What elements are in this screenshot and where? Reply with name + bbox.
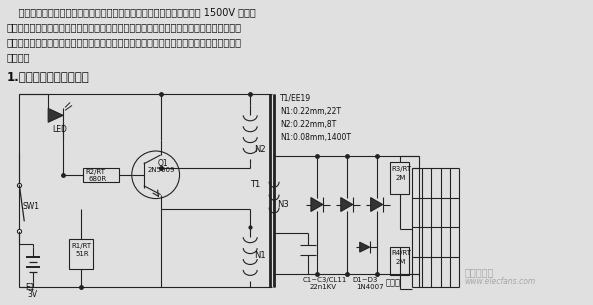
Bar [390,247,410,275]
Text: 2M: 2M [396,175,406,181]
Text: N2: N2 [254,145,266,154]
Text: 1.常用的一种电蚊拍电路: 1.常用的一种电蚊拍电路 [7,71,89,84]
Text: 具有无味、无毒、无害等特点，以其经济实用、简便有效、无化学污染等优点受到人们的普: 具有无味、无毒、无害等特点，以其经济实用、简便有效、无化学污染等优点受到人们的普 [7,37,241,47]
Text: 51R: 51R [75,251,89,257]
Text: T1/EE19
N1:0.22mm,22T
N2:0.22mm,8T
N1:0.08mm,1400T: T1/EE19 N1:0.22mm,22T N2:0.22mm,8T N1:0.… [280,94,351,142]
Polygon shape [371,198,382,211]
Text: www.elecfans.com: www.elecfans.com [464,277,535,286]
Text: 电子发烧友: 电子发烧友 [464,267,493,277]
Text: R3/RT: R3/RT [391,166,412,172]
Text: 2N5609: 2N5609 [148,167,175,173]
Text: R4/RT: R4/RT [391,250,412,256]
Text: 直流高压来击毼蚊蟆。电蚊拍克服了蚊香、喷雾剂等传统驱蚊方法对人体健康的不利影响，: 直流高压来击毼蚊蟆。电蚊拍克服了蚊香、喷雾剂等传统驱蚊方法对人体健康的不利影响， [7,22,241,32]
Bar [390,162,410,194]
Text: 1N4007: 1N4007 [357,284,384,290]
Bar [69,239,93,269]
Text: 22n1KV: 22n1KV [310,284,337,290]
Text: 680R: 680R [89,176,107,182]
Text: 电蚊拍是一种家用的小电子产品，利用直流升压电路将电池电压提升到 1500V 左右的: 电蚊拍是一种家用的小电子产品，利用直流升压电路将电池电压提升到 1500V 左右… [7,7,256,17]
Text: 遍欢迎。: 遍欢迎。 [7,52,30,62]
Text: E1: E1 [25,283,35,292]
Polygon shape [48,108,63,122]
Polygon shape [360,242,369,252]
Bar [83,168,119,182]
Text: SW1: SW1 [23,202,39,211]
Polygon shape [341,198,353,211]
Text: C1~C3/CL11: C1~C3/CL11 [303,277,347,283]
Text: T1: T1 [250,180,260,189]
Text: LED: LED [52,125,67,134]
Text: R1/RT: R1/RT [71,243,91,249]
Text: 电击网: 电击网 [385,279,401,288]
Text: Q1: Q1 [158,159,168,168]
Text: N1: N1 [254,251,266,260]
Text: D1~D3: D1~D3 [353,277,378,283]
Text: N3: N3 [277,200,289,209]
Text: 3V: 3V [27,290,37,299]
Polygon shape [311,198,323,211]
Text: 2M: 2M [396,259,406,265]
Text: R2/RT: R2/RT [85,169,105,175]
